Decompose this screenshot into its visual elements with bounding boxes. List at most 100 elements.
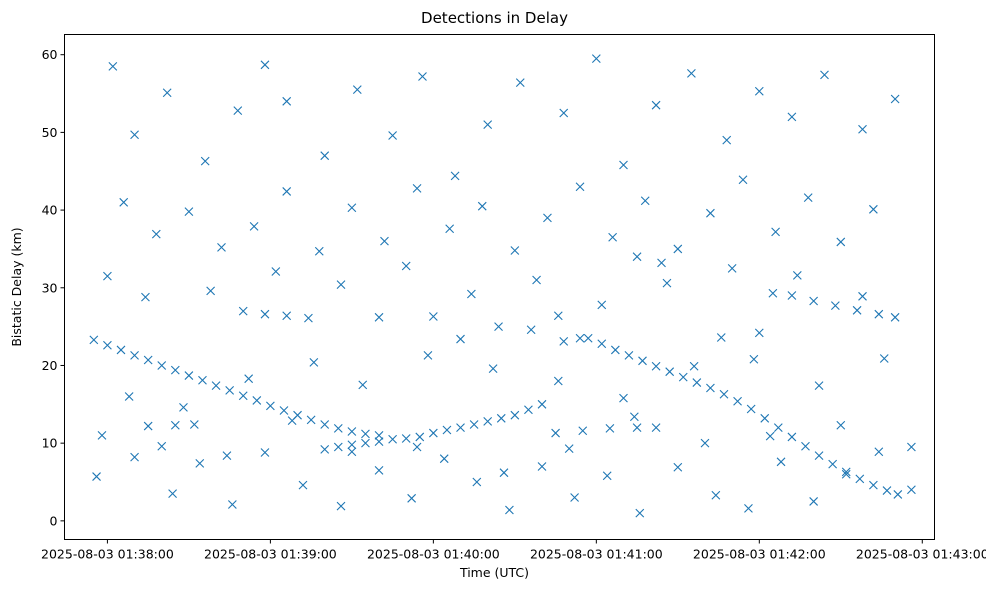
data-point	[559, 108, 569, 118]
data-point	[271, 267, 281, 276]
data-point	[836, 237, 846, 247]
data-point	[882, 486, 892, 495]
data-point	[225, 385, 235, 395]
data-point	[559, 336, 569, 346]
data-point	[456, 334, 465, 344]
data-point	[418, 72, 427, 81]
data-point	[227, 500, 237, 509]
data-point	[184, 371, 194, 380]
data-point	[754, 86, 764, 96]
data-point	[265, 401, 275, 411]
data-point	[543, 213, 552, 223]
data-point	[727, 263, 737, 273]
data-point	[469, 420, 479, 429]
data-point	[619, 160, 628, 170]
data-point	[551, 428, 560, 438]
data-point	[260, 309, 270, 319]
data-point	[510, 410, 520, 420]
data-point	[347, 447, 357, 457]
data-point	[157, 361, 167, 370]
data-point	[130, 350, 139, 360]
data-point	[719, 389, 729, 399]
data-point	[651, 100, 661, 110]
data-point	[108, 61, 118, 71]
data-point	[206, 286, 216, 296]
y-tick-label: 0	[50, 513, 58, 528]
data-point	[238, 391, 248, 401]
data-point	[640, 196, 650, 206]
data-point	[450, 171, 460, 181]
data-point	[439, 454, 449, 464]
data-point	[809, 296, 819, 306]
data-point	[575, 333, 585, 343]
data-point	[401, 261, 411, 271]
data-point	[282, 187, 292, 196]
data-point	[526, 325, 536, 335]
data-point	[706, 383, 715, 393]
x-tick-label: 2025-08-03 01:40:00	[367, 547, 500, 562]
data-point	[814, 451, 824, 460]
data-point	[179, 403, 188, 412]
data-point	[374, 437, 384, 446]
data-point	[890, 94, 900, 104]
data-point	[632, 252, 642, 262]
data-point	[855, 474, 865, 484]
data-point	[233, 106, 243, 116]
data-point	[124, 392, 134, 401]
data-point	[602, 471, 612, 481]
data-point	[874, 447, 884, 457]
data-point	[423, 350, 433, 360]
data-point	[130, 130, 139, 140]
data-point	[347, 203, 357, 213]
data-point	[141, 292, 150, 302]
y-axis-label: Bistatic Delay (km)	[9, 227, 24, 346]
data-point	[143, 355, 153, 365]
data-point	[249, 222, 259, 231]
data-point	[170, 420, 180, 430]
x-tick-label: 2025-08-03 01:41:00	[530, 547, 663, 562]
data-point	[689, 361, 699, 371]
data-point	[858, 291, 867, 301]
data-point	[374, 465, 384, 475]
data-point	[836, 420, 846, 430]
data-point	[809, 497, 819, 506]
data-point	[768, 288, 778, 298]
data-point	[893, 490, 903, 499]
data-point	[130, 452, 139, 462]
data-point	[673, 244, 683, 254]
data-point	[388, 131, 398, 140]
data-point	[868, 480, 878, 490]
data-point	[347, 440, 357, 450]
data-point	[830, 301, 840, 311]
data-point	[678, 372, 688, 382]
data-point	[306, 415, 316, 425]
data-point	[700, 438, 710, 448]
data-point	[401, 434, 411, 443]
data-point	[746, 404, 756, 414]
y-axis: 0 10 20 30 40 50 60	[42, 47, 65, 528]
data-point	[320, 420, 330, 429]
y-tick-label: 50	[42, 125, 58, 140]
data-point	[765, 431, 775, 441]
data-point	[320, 444, 330, 454]
data-point	[610, 345, 620, 355]
data-point	[787, 112, 797, 122]
data-markers	[89, 54, 916, 518]
x-axis-label: Time (UTC)	[459, 565, 529, 580]
data-point	[358, 380, 368, 390]
data-point	[638, 356, 647, 366]
data-point	[553, 376, 563, 386]
data-point	[575, 182, 585, 192]
data-point	[771, 227, 780, 237]
data-point	[195, 458, 205, 468]
data-point	[157, 441, 167, 451]
data-point	[336, 280, 346, 290]
data-point	[738, 175, 748, 185]
data-point	[858, 124, 867, 134]
data-point	[754, 328, 764, 338]
data-point	[760, 413, 770, 423]
data-point	[787, 432, 797, 442]
data-point	[591, 54, 601, 63]
data-point	[415, 432, 425, 442]
